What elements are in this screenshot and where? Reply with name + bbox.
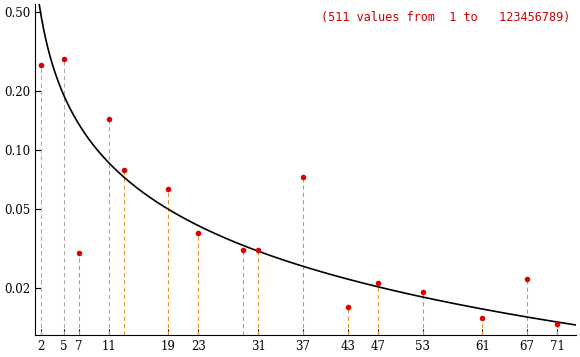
Point	[343, 304, 353, 310]
Point	[104, 116, 113, 122]
Point	[119, 167, 128, 173]
Point	[194, 230, 203, 236]
Point	[164, 187, 173, 192]
Point	[238, 247, 248, 253]
Text: (511 values from  1 to   123456789): (511 values from 1 to 123456789)	[321, 11, 570, 24]
Point	[418, 289, 427, 295]
Point	[478, 315, 487, 321]
Point	[373, 281, 382, 286]
Point	[523, 277, 532, 282]
Point	[59, 56, 68, 62]
Point	[553, 322, 562, 327]
Point	[298, 174, 307, 180]
Point	[74, 250, 84, 256]
Point	[37, 62, 46, 68]
Point	[253, 247, 263, 253]
